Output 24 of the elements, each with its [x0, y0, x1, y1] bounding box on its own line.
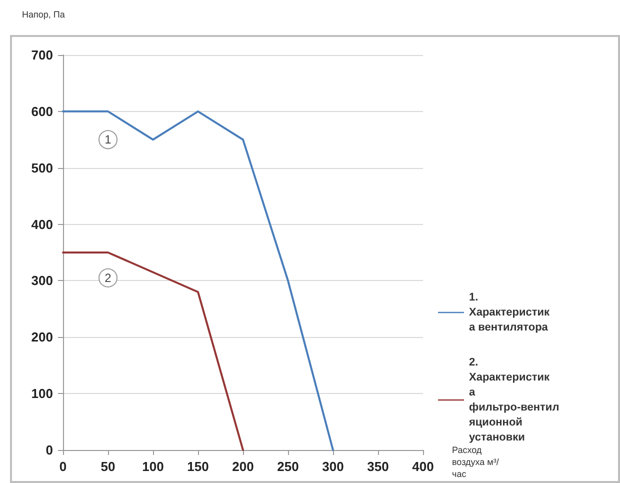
- y-tick-label: 0: [46, 442, 53, 458]
- annotation: 2: [104, 270, 112, 285]
- legend-label: 1. Характеристика вентилятора: [469, 292, 550, 334]
- y-tick-label: 400: [31, 216, 53, 232]
- x-tick-label: 0: [59, 459, 67, 474]
- x-tick-label: 50: [100, 459, 116, 474]
- y-tick-label: 100: [31, 386, 53, 402]
- x-tick-label: 400: [412, 459, 434, 474]
- x-tick-label: 100: [142, 459, 164, 474]
- y-tick-label: 700: [31, 48, 53, 62]
- x-axis-title: Расход воздуха м³/час: [452, 445, 500, 479]
- y-tick-label: 200: [31, 330, 53, 345]
- x-tick-label: 350: [367, 459, 389, 474]
- x-tick-label: 250: [277, 459, 299, 474]
- y-axis-title: Напор, Па: [22, 10, 65, 20]
- legend-label: 2. Характеристика фильтро-вентиляционной установки: [469, 356, 560, 444]
- y-tick-label: 500: [31, 160, 53, 176]
- y-tick-label: 600: [31, 104, 53, 119]
- annotation: 1: [104, 132, 112, 147]
- line-series: [62, 110, 334, 451]
- x-tick-label: 150: [187, 459, 209, 474]
- y-tick-label: 300: [31, 273, 53, 288]
- x-tick-label: 300: [322, 459, 344, 474]
- x-tick-label: 200: [232, 459, 254, 474]
